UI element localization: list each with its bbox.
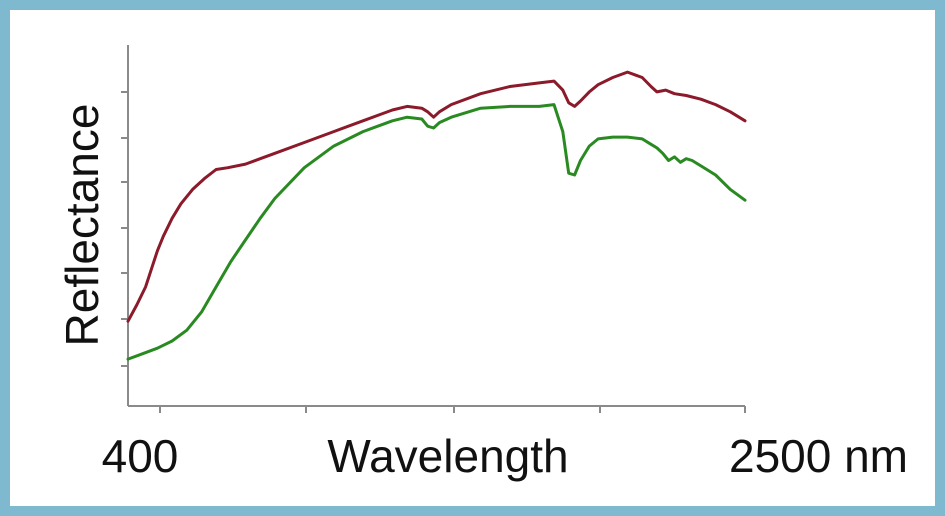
x-tick-label-max: 2500 nm	[729, 430, 908, 482]
x-tick-label-min: 400	[102, 430, 179, 482]
x-axis-label: Wavelength	[327, 430, 568, 482]
y-axis-label: Reflectance	[56, 104, 108, 347]
chart-panel: Reflectance Wavelength 400 2500 nm	[10, 10, 935, 506]
axis-ticks	[121, 92, 745, 413]
series-line-1	[128, 72, 745, 321]
series-line-2	[128, 105, 745, 360]
spectral-reflectance-chart: Reflectance Wavelength 400 2500 nm	[10, 10, 935, 506]
series-group	[128, 72, 745, 359]
